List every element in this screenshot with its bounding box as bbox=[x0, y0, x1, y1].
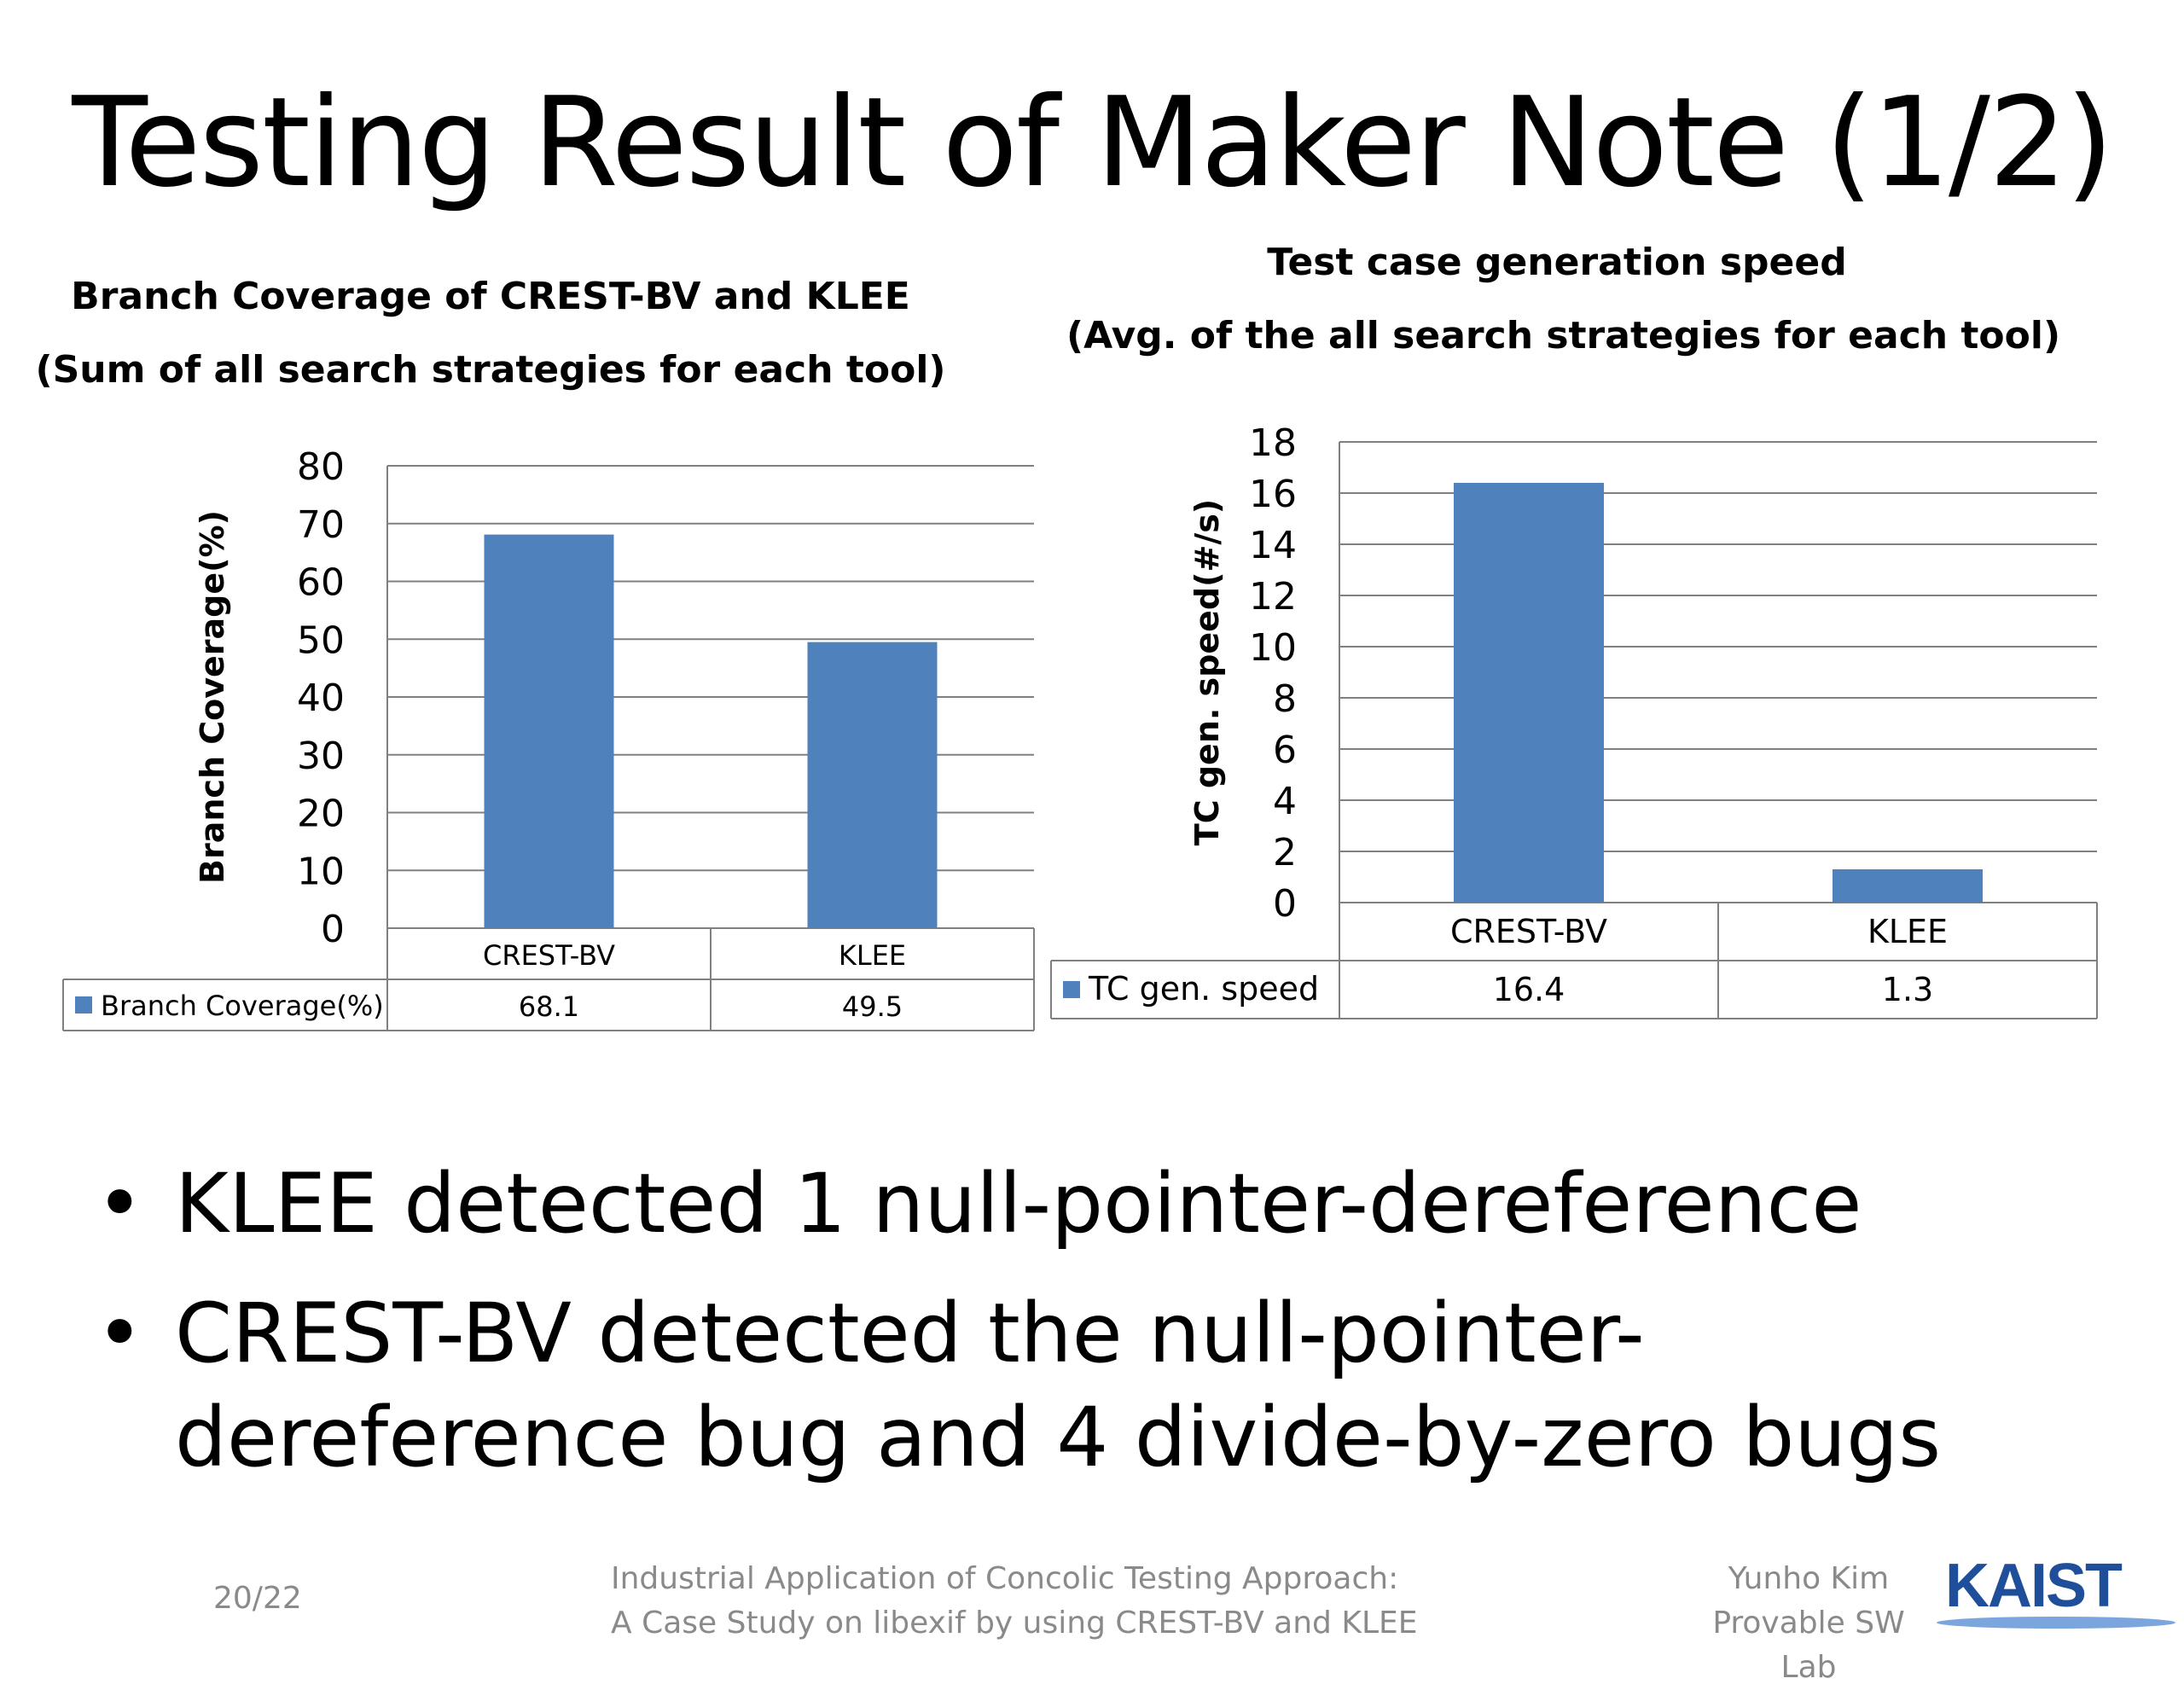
chart1-category-label: KLEE bbox=[839, 939, 906, 972]
chart1-y-tick-label: 40 bbox=[297, 677, 345, 720]
bullet-text-line1: CREST-BV detected the null-pointer- bbox=[175, 1286, 1645, 1381]
chart2-category-label: KLEE bbox=[1867, 913, 1948, 950]
chart2-y-tick-label: 16 bbox=[1249, 473, 1297, 516]
kaist-logo-swoosh bbox=[1937, 1617, 2175, 1629]
chart1-category-label: CREST-BV bbox=[483, 939, 615, 972]
footer-lab: Provable SW Lab bbox=[1712, 1606, 1905, 1685]
footer-author-name: Yunho Kim bbox=[1728, 1561, 1890, 1596]
chart1-y-tick-label: 20 bbox=[297, 793, 345, 836]
chart1-bar-klee bbox=[807, 642, 938, 928]
bullet-dot: • bbox=[96, 1156, 144, 1252]
kaist-logo: KAIST bbox=[1945, 1552, 2123, 1620]
footer-subtitle: Industrial Application of Concolic Testi… bbox=[611, 1557, 1464, 1646]
footer-subtitle-line2: A Case Study on libexif by using CREST-B… bbox=[611, 1606, 1418, 1641]
chart2-bar-crest-bv bbox=[1454, 483, 1604, 903]
chart2-legend-swatch bbox=[1063, 981, 1080, 998]
footer-author: Yunho Kim Provable SW Lab bbox=[1681, 1557, 1937, 1690]
chart1-value-label: 49.5 bbox=[842, 990, 903, 1023]
chart2-value-label: 16.4 bbox=[1493, 971, 1565, 1008]
footer-subtitle-line1: Industrial Application of Concolic Testi… bbox=[611, 1561, 1399, 1596]
chart1-y-tick-label: 50 bbox=[297, 619, 345, 662]
bullet-text: KLEE detected 1 null-pointer-dereference bbox=[175, 1156, 1862, 1252]
bullet-item: • CREST-BV detected the null-pointer- de… bbox=[85, 1281, 2133, 1490]
chart1-bar-crest-bv bbox=[484, 534, 614, 928]
chart1-legend-label: Branch Coverage(%) bbox=[101, 990, 384, 1022]
chart2-y-axis-label: TC gen. speed(#/s) bbox=[1188, 499, 1226, 845]
chart2-title-line1: Test case generation speed bbox=[1267, 241, 1847, 284]
chart2-y-tick-label: 6 bbox=[1273, 729, 1297, 772]
bullet-dot: • bbox=[96, 1286, 144, 1381]
chart1-legend-swatch bbox=[75, 996, 92, 1013]
chart2-y-tick-label: 8 bbox=[1273, 677, 1297, 721]
chart1-value-label: 68.1 bbox=[519, 990, 579, 1023]
chart2-y-tick-label: 12 bbox=[1249, 575, 1297, 619]
chart1-y-tick-label: 0 bbox=[321, 908, 345, 951]
chart1-y-tick-label: 70 bbox=[297, 503, 345, 547]
chart1-y-tick-label: 80 bbox=[297, 445, 345, 489]
chart1-title-line1: Branch Coverage of CREST-BV and KLEE bbox=[71, 275, 910, 318]
chart1-title: Branch Coverage of CREST-BV and KLEE (Su… bbox=[34, 260, 947, 407]
chart1-y-axis-label: Branch Coverage(%) bbox=[194, 510, 231, 884]
slide-title: Testing Result of Maker Note (1/2) bbox=[72, 71, 2113, 215]
chart2-y-tick-label: 0 bbox=[1273, 882, 1297, 926]
chart2-value-label: 1.3 bbox=[1882, 971, 1933, 1008]
chart1-y-tick-label: 60 bbox=[297, 561, 345, 605]
chart1-branch-coverage: 0 10 20 30 40 50 60 70 80 Branch Coverage(%) CREST… bbox=[62, 445, 1035, 1031]
chart2-title: Test case generation speed (Avg. of the … bbox=[1066, 226, 2061, 373]
chart1-y-tick-label: 30 bbox=[297, 735, 345, 778]
bullet-list: • KLEE detected 1 null-pointer-dereferen… bbox=[85, 1152, 2133, 1515]
chart2-y-tick-label: 10 bbox=[1249, 626, 1297, 670]
chart1-y-tick-label: 10 bbox=[297, 850, 345, 893]
chart2-y-tick-label: 2 bbox=[1273, 831, 1297, 874]
chart2-y-tick-label: 4 bbox=[1273, 780, 1297, 823]
bullet-item: • KLEE detected 1 null-pointer-dereferen… bbox=[85, 1152, 2133, 1256]
chart2-category-label: CREST-BV bbox=[1450, 913, 1607, 950]
chart2-y-tick-label: 18 bbox=[1249, 421, 1297, 465]
chart1-title-line2: (Sum of all search strategies for each t… bbox=[35, 348, 946, 392]
page-number: 20/22 bbox=[213, 1581, 302, 1616]
chart2-bar-klee bbox=[1833, 869, 1983, 903]
chart2-legend-label: TC gen. speed bbox=[1088, 970, 1319, 1008]
chart2-y-tick-label: 14 bbox=[1249, 524, 1297, 567]
chart2-title-line2: (Avg. of the all search strategies for e… bbox=[1066, 314, 2061, 357]
chart2-tc-gen-speed: 0 2 4 6 8 10 12 14 16 18 TC gen. speed(#/s) CREST-B… bbox=[1050, 421, 2098, 1019]
bullet-text-line2: dereference bug and 4 divide-by-zero bug… bbox=[175, 1390, 1942, 1485]
